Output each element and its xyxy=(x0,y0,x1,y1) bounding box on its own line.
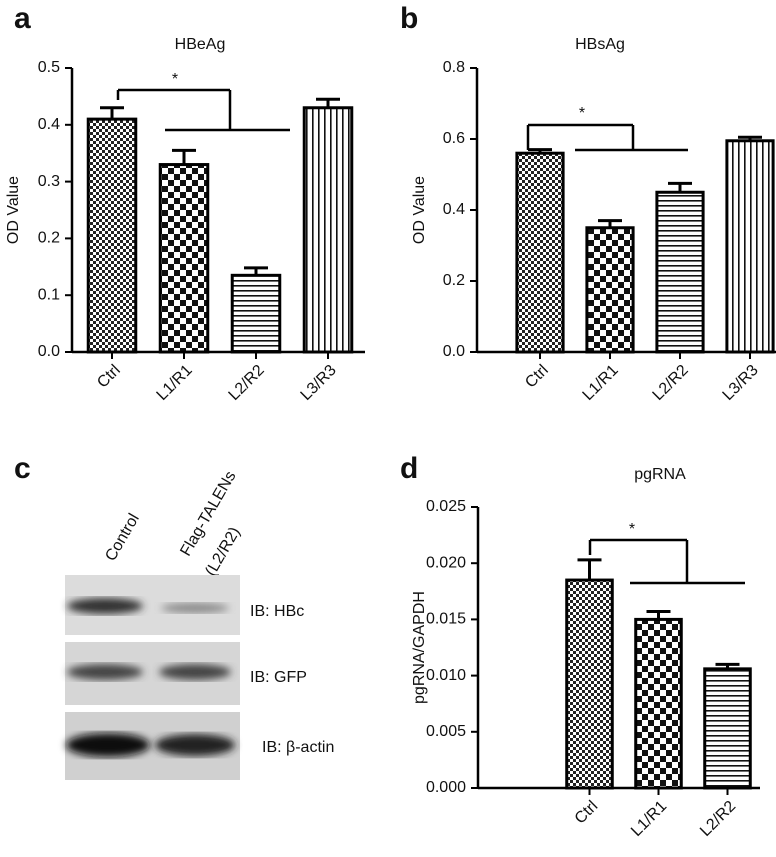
y-tick-label: 0.025 xyxy=(426,498,466,515)
y-tick-label: 0.0 xyxy=(38,343,60,360)
row-label: IB: HBc xyxy=(250,603,304,620)
bar xyxy=(703,667,752,790)
significance-mark: * xyxy=(172,71,178,88)
row-label: IB: GFP xyxy=(250,669,307,686)
panel-label: a xyxy=(14,2,31,35)
y-tick-label: 0.2 xyxy=(443,272,465,289)
bar xyxy=(565,578,614,790)
bar xyxy=(634,617,683,790)
x-tick-label: Ctrl xyxy=(572,798,602,828)
bar xyxy=(302,106,354,354)
blot-band xyxy=(159,664,231,680)
panel-label: d xyxy=(400,452,418,485)
blot-band xyxy=(67,598,143,614)
bar xyxy=(655,190,705,354)
bar xyxy=(158,163,210,354)
y-tick-label: 0.3 xyxy=(38,173,60,190)
bar xyxy=(585,226,635,354)
x-tick-label: Ctrl xyxy=(94,362,124,392)
lane-label: (L2/R2) xyxy=(202,524,243,579)
y-tick-label: 0.4 xyxy=(443,201,465,218)
x-tick-label: L3/R3 xyxy=(298,362,340,404)
chart-title: HBeAg xyxy=(175,36,226,53)
panel-label: c xyxy=(14,452,31,485)
y-tick-label: 0.000 xyxy=(426,779,466,796)
x-tick-label: L2/R2 xyxy=(697,798,739,840)
chart-title: pgRNA xyxy=(634,466,686,483)
y-tick-label: 0.015 xyxy=(426,611,466,628)
x-tick-label: L2/R2 xyxy=(226,362,268,404)
x-tick-label: L1/R1 xyxy=(154,362,196,404)
y-tick-label: 0.010 xyxy=(426,667,466,684)
y-tick-label: 0.1 xyxy=(38,286,60,303)
blot-band xyxy=(161,603,229,613)
x-tick-label: Ctrl xyxy=(522,362,552,392)
y-tick-label: 0.5 xyxy=(38,59,60,76)
y-axis-label: OD Value xyxy=(411,176,428,244)
row-label: IB: β-actin xyxy=(262,739,334,756)
bar xyxy=(725,139,775,354)
blot-band xyxy=(66,733,150,757)
x-tick-label: L2/R2 xyxy=(650,362,692,404)
significance-mark: * xyxy=(629,521,635,538)
y-axis-label: pgRNA/GAPDH xyxy=(411,591,428,704)
blot-band xyxy=(155,734,235,756)
x-tick-label: L3/R3 xyxy=(720,362,762,404)
y-tick-label: 0.6 xyxy=(443,130,465,147)
lane-label: Control xyxy=(102,511,143,564)
y-tick-label: 0.8 xyxy=(443,59,465,76)
x-tick-label: L1/R1 xyxy=(580,362,622,404)
panel-label: b xyxy=(400,2,418,35)
western-blot: c Control Flag-TALENs (L2/R2) IB: HBc IB… xyxy=(14,452,334,780)
y-tick-label: 0.020 xyxy=(426,554,466,571)
charts: a HBeAg OD Value 0.0 0.1 0.2 0.3 0.4 0.5 Ctrl L1/R… xyxy=(5,2,776,840)
y-tick-label: 0.4 xyxy=(38,116,60,133)
bar xyxy=(86,117,138,354)
y-axis-label: OD Value xyxy=(5,176,22,244)
y-tick-label: 0.005 xyxy=(426,723,466,740)
bar xyxy=(230,273,282,354)
significance-mark: * xyxy=(579,105,585,122)
bar xyxy=(515,151,565,354)
x-tick-label: L1/R1 xyxy=(628,798,670,840)
blot-band xyxy=(67,664,143,680)
chart-title: HBsAg xyxy=(575,36,625,53)
y-tick-label: 0.0 xyxy=(443,343,465,360)
y-tick-label: 0.2 xyxy=(38,230,60,247)
